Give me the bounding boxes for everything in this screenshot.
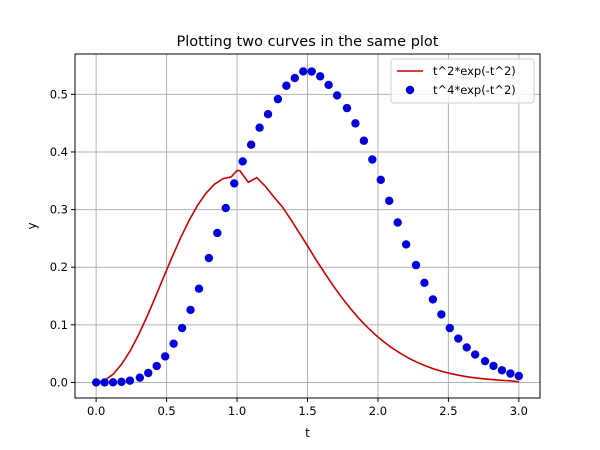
x-tick-label: 3.0 [510,404,528,418]
series-point [186,305,195,315]
series-point [177,323,187,333]
x-tick-label: 1.0 [228,404,246,418]
x-tick-label: 0.0 [87,404,105,418]
y-tick-label: 0.1 [50,318,68,332]
y-axis-label: y [25,222,39,229]
series-point [144,368,153,378]
series-point [376,175,385,184]
series-layer [91,67,524,387]
series-point [282,81,291,90]
series-point [332,91,342,100]
series-point [420,278,429,288]
x-tick-label: 0.5 [157,404,175,418]
series-point [428,295,438,304]
series-point [445,323,455,333]
series-point [462,343,471,352]
series-point [152,361,161,371]
y-tick-label: 0.0 [50,375,68,389]
series-point [324,80,333,90]
y-tick-label: 0.2 [50,260,68,274]
legend: t^2*exp(-t^2) t^4*exp(-t^2) [390,58,535,104]
y-tick-label: 0.3 [50,203,68,217]
series-point [342,103,352,113]
series-point [393,218,402,227]
grid [75,54,540,398]
y-tick-label: 0.5 [50,87,68,101]
chart-title: Plotting two curves in the same plot [177,34,439,50]
series-point [160,352,170,361]
series-point [91,378,101,387]
series-point [368,155,377,164]
series-point [273,94,283,104]
x-tick-label: 2.5 [439,404,457,418]
series-point [263,110,273,119]
legend-box [390,58,535,104]
series-point [194,284,204,293]
series-point [489,361,498,371]
series-point [454,334,463,343]
series-point [299,67,308,76]
series-point [359,136,369,145]
legend-marker-swatch [405,85,415,95]
series-point [230,179,239,188]
series-point [351,119,360,128]
y-tick-label: 0.4 [50,145,68,159]
series-point [307,67,316,76]
series-point [437,310,446,319]
legend-label: t^4*exp(-t^2) [433,83,516,97]
series-point [100,378,109,387]
series-point [238,157,247,166]
series-point [506,369,515,378]
series-point [108,378,118,387]
x-axis-label: t [305,426,310,440]
series-point [470,350,480,359]
series-point [514,371,524,381]
series-point [480,356,490,366]
legend-label: t^2*exp(-t^2) [433,64,516,78]
series-point [497,366,507,375]
series-point [125,376,135,385]
series-point [255,123,264,132]
x-tick-label: 2.0 [369,404,387,418]
series-point [221,203,230,213]
series-point [385,196,394,206]
series-point [169,339,178,348]
series-line [95,169,519,384]
series-point [411,260,421,270]
series-point [204,253,214,263]
series-point [315,72,325,81]
series-point [401,240,411,249]
ticks: 0.0 0.5 1.0 1.5 2.0 2.5 3.0 0.0 0.1 0.2 0.3 0.4 0.5 [50,87,528,418]
series-point [117,377,126,387]
series-point [246,140,256,149]
series-point [213,228,222,238]
series-point [135,373,145,382]
series-point [290,73,300,83]
x-tick-label: 1.5 [298,404,316,418]
